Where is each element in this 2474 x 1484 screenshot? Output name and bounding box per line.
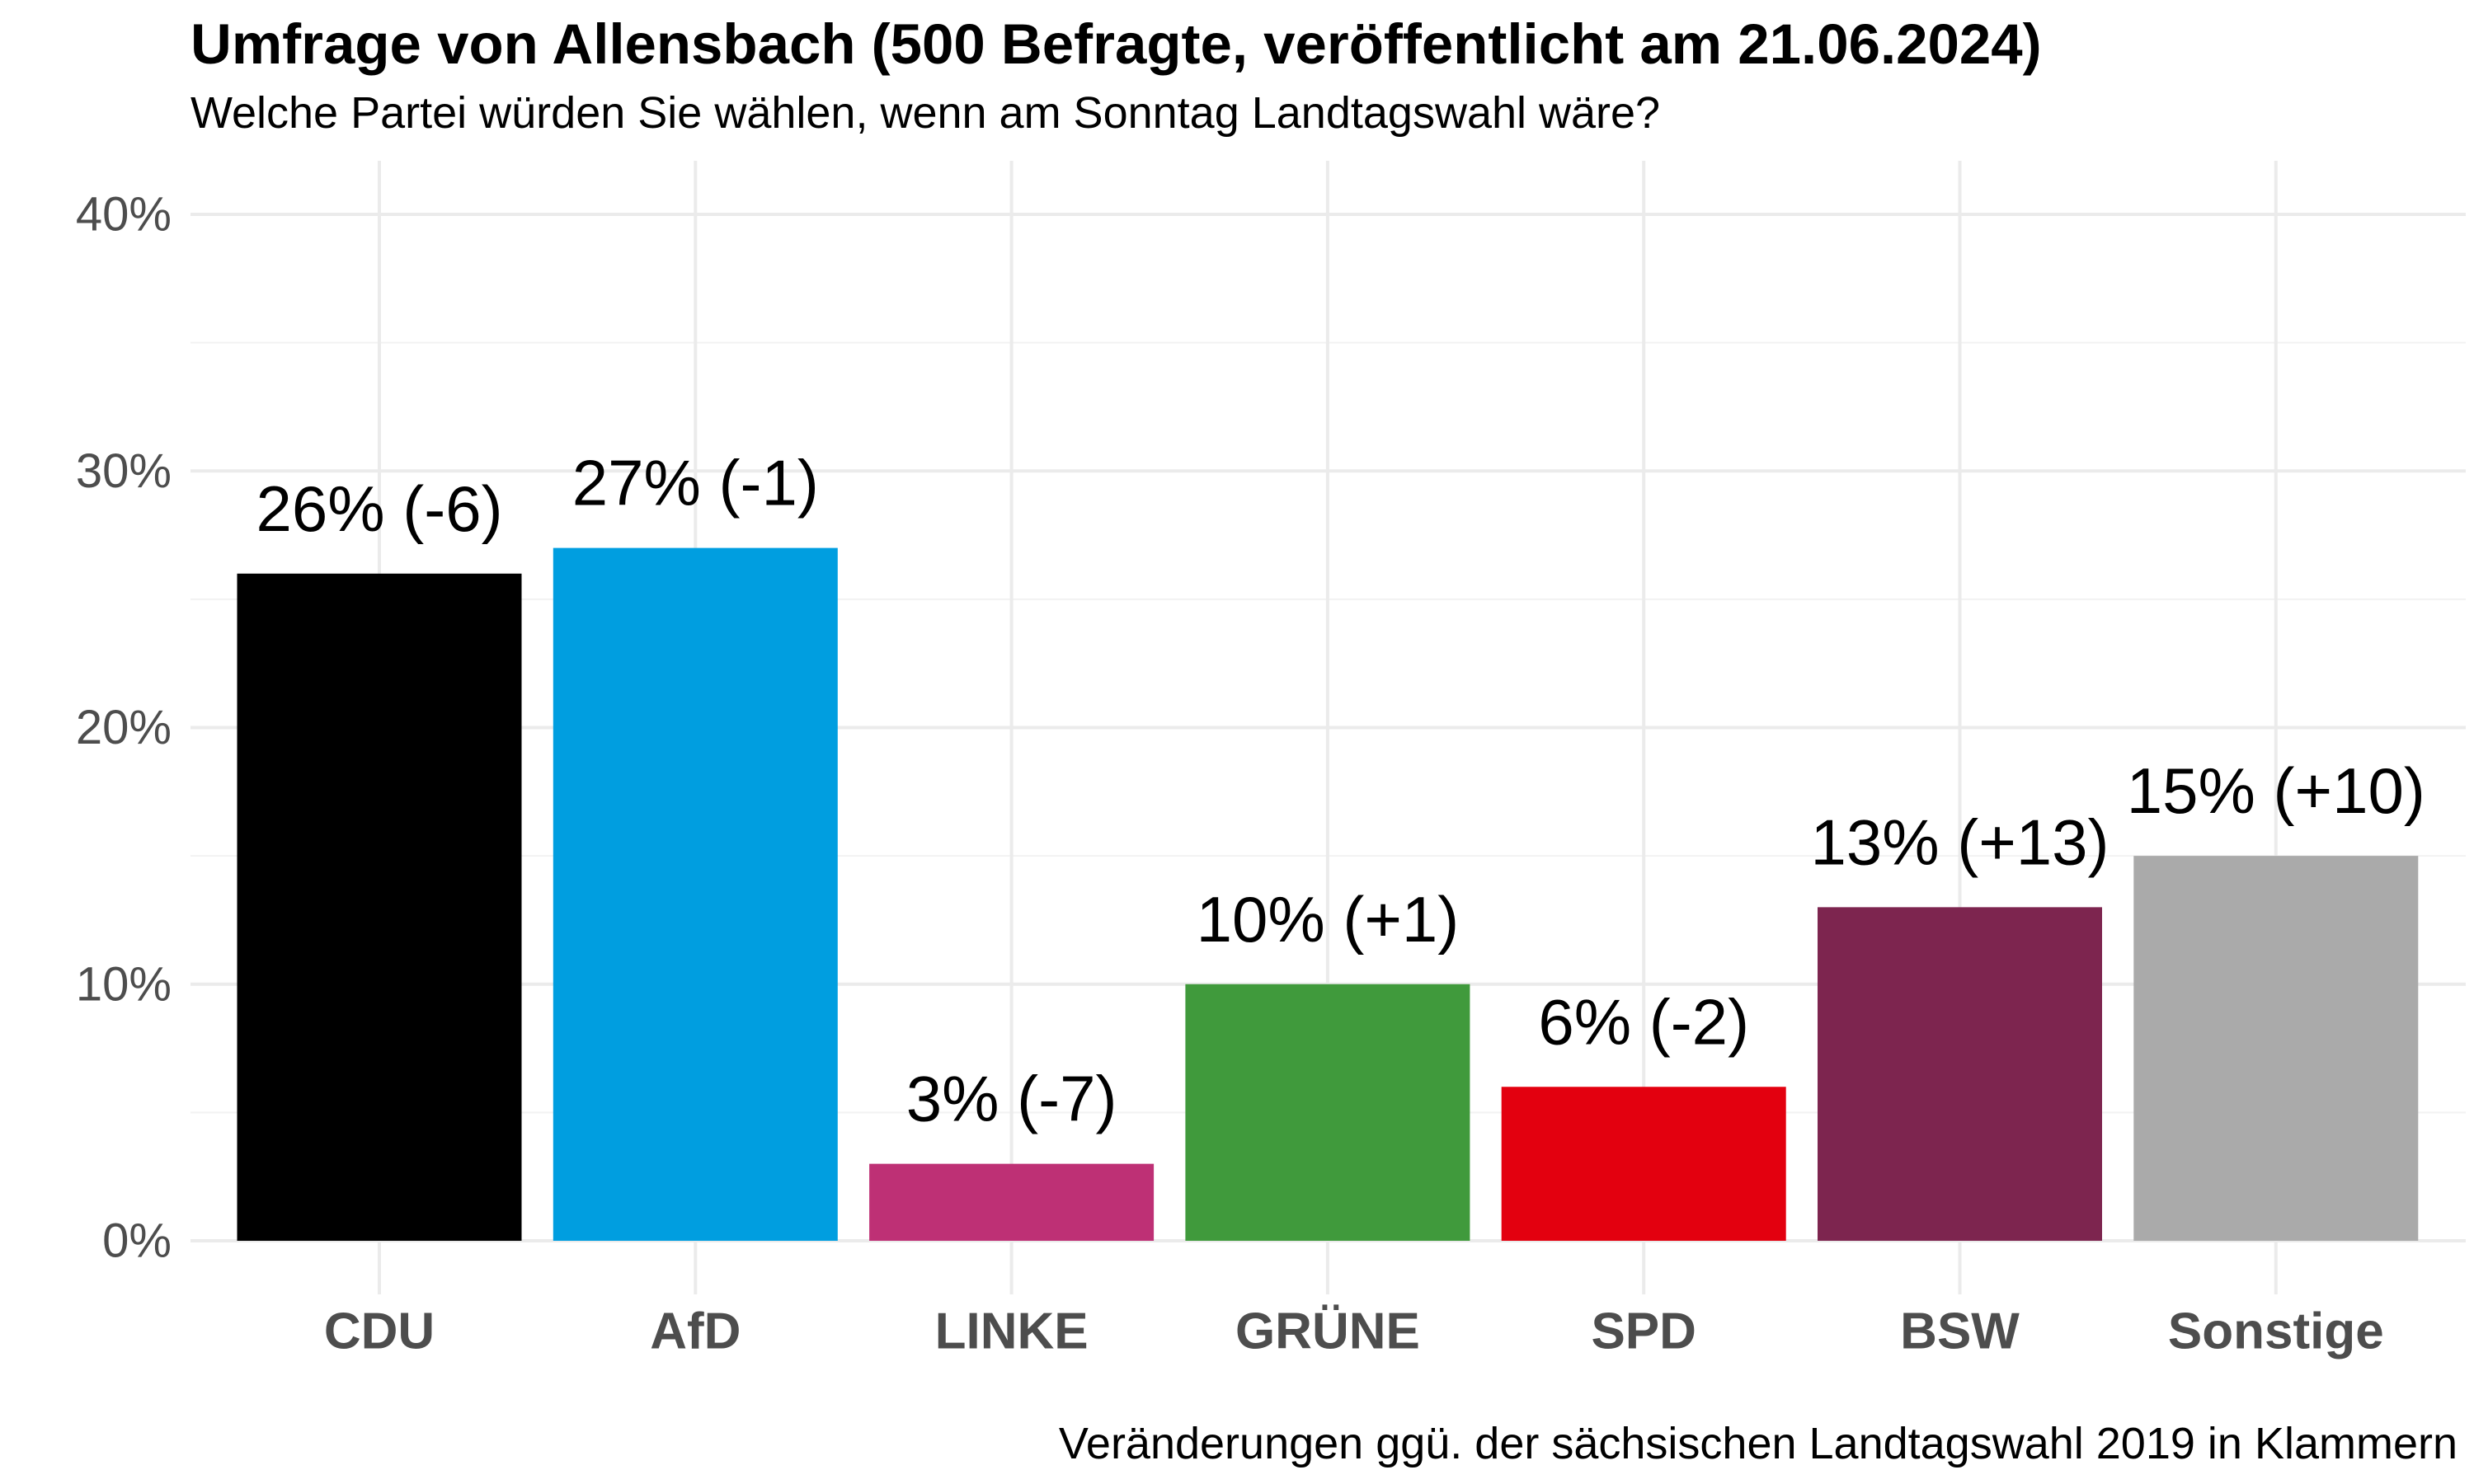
category-label: BSW [1900,1303,2020,1360]
y-tick-label: 10% [76,957,172,1011]
bar-cdu [237,573,522,1241]
bar-bsw [1818,907,2102,1241]
y-tick-label: 20% [76,701,172,754]
category-label: Sonstige [2168,1303,2384,1360]
data-label: 3% (-7) [906,1063,1117,1135]
bar-linke [869,1163,1155,1241]
x-axis-category-labels: CDU AfD LINKE GRÜNE SPD BSW Sonstige [324,1303,2384,1360]
chart-subtitle: Welche Partei würden Sie wählen, wenn am… [190,88,1661,138]
chart-caption: Veränderungen ggü. der sächsischen Landt… [1058,1419,2458,1468]
category-label: SPD [1591,1303,1696,1360]
y-tick-label: 30% [76,444,172,498]
bar-grüne [1185,984,1470,1241]
y-axis-tick-labels: 0% 10% 20% 30% 40% [76,188,172,1268]
category-label: LINKE [935,1303,1089,1360]
data-label: 10% (+1) [1197,883,1460,956]
data-label: 15% (+10) [2127,754,2425,827]
y-tick-label: 0% [102,1214,172,1268]
bar-afd [553,547,838,1241]
chart-title: Umfrage von Allensbach (500 Befragte, ve… [190,12,2042,76]
data-label: 26% (-6) [256,472,502,545]
bar-spd [1501,1087,1786,1241]
y-tick-label: 40% [76,188,172,242]
category-label: AfD [650,1303,741,1360]
bar-sonstige [2133,856,2419,1241]
data-label: 6% (-2) [1538,985,1749,1058]
category-label: CDU [324,1303,435,1360]
bars [237,547,2419,1241]
data-label: 13% (+13) [1810,805,2109,878]
category-label: GRÜNE [1235,1303,1420,1360]
data-labels: 26% (-6) 27% (-1) 3% (-7) 10% (+1) 6% (-2) 13… [256,447,2425,1135]
data-label: 27% (-1) [572,447,819,519]
